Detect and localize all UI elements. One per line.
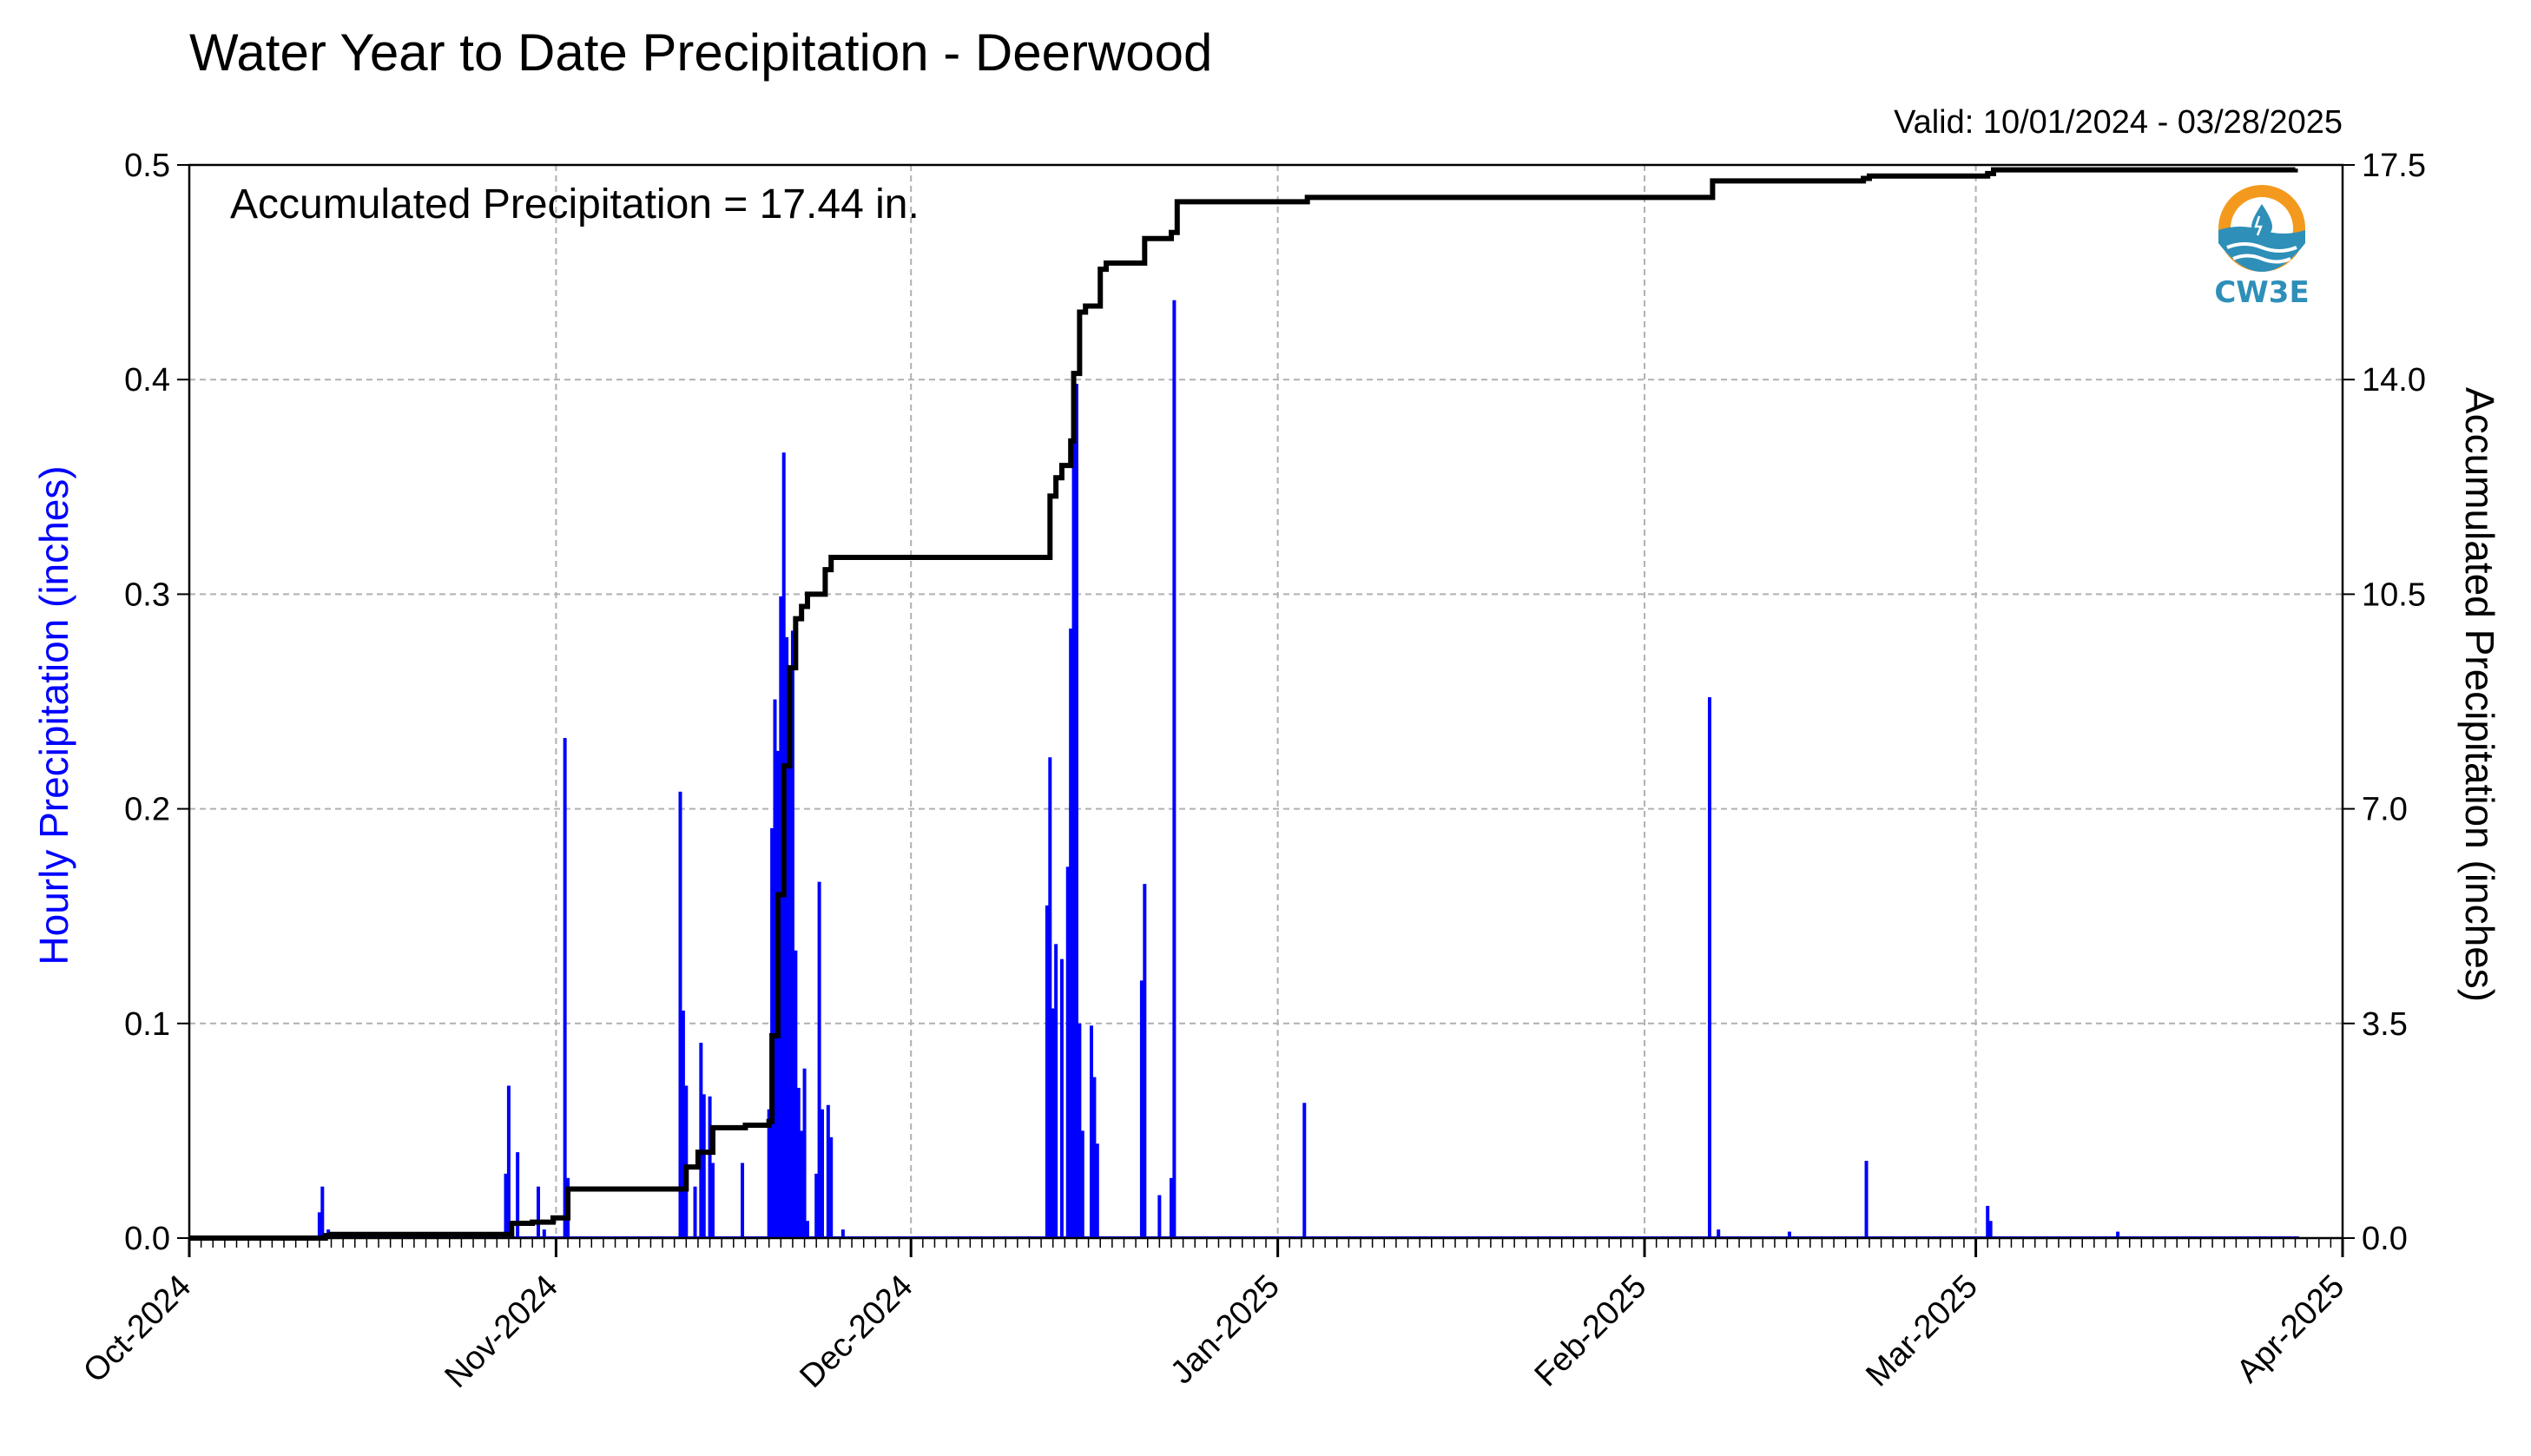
hourly-precip-bar <box>693 1186 697 1238</box>
x-tick-label: Mar-2025 <box>1859 1268 1985 1394</box>
hourly-precip-bar <box>790 630 794 1238</box>
hourly-precip-bar <box>1139 980 1144 1238</box>
hourly-precip-bar <box>1069 628 1073 1238</box>
left-y-tick-label: 0.2 <box>124 792 170 828</box>
hourly-precip-bar <box>788 735 792 1238</box>
left-y-tick-label: 0.5 <box>124 148 170 184</box>
axes: 0.0 0.1 0.2 0.3 0.4 0.5 0.0 3.5 7.0 10.5 14.0 17.5 O… <box>76 148 2426 1395</box>
hourly-precip-bar <box>1143 884 1147 1238</box>
right-y-tick-label: 3.5 <box>2362 1006 2408 1043</box>
hourly-precip-bar <box>1045 905 1049 1238</box>
hourly-precip-bar <box>840 1229 845 1238</box>
hourly-precip-bar <box>826 1104 830 1238</box>
hourly-precip-bar <box>829 1136 834 1238</box>
right-y-tick-label: 17.5 <box>2362 148 2426 184</box>
hourly-precip-bar <box>681 1010 685 1238</box>
x-tick-label: Nov-2024 <box>438 1268 565 1395</box>
hourly-precip-bar <box>1074 384 1078 1238</box>
hourly-precip-bar <box>794 950 798 1238</box>
hourly-precip-bar <box>317 1212 321 1238</box>
hourly-precip-bar <box>1864 1161 1869 1238</box>
hourly-precip-bar <box>814 1173 819 1238</box>
right-y-tick-label: 0.0 <box>2362 1221 2408 1257</box>
hourly-precip-bar <box>536 1186 540 1238</box>
left-axis-title: Hourly Precipitation (inches) <box>31 465 76 965</box>
hourly-precip-bar <box>1090 1025 1094 1238</box>
hourly-precip-bar <box>741 1163 745 1238</box>
grid-lines <box>189 165 2343 1238</box>
hourly-precip-bar <box>802 1068 807 1238</box>
hourly-precip-bar <box>699 1043 703 1238</box>
hourly-precip-bar <box>1095 1143 1099 1238</box>
hourly-precip-bar <box>1172 300 1177 1239</box>
hourly-precip-bar <box>785 636 789 1238</box>
hourly-precip-bar <box>710 1163 715 1238</box>
hourly-precip-bar <box>506 1085 511 1238</box>
hourly-precip-bar <box>542 1229 546 1238</box>
hourly-precip-bar <box>1787 1231 1791 1238</box>
hourly-precip-bar <box>800 1130 804 1238</box>
hourly-precip-bar <box>773 699 777 1238</box>
x-tick-label: Dec-2024 <box>793 1268 919 1395</box>
right-y-tick-label: 14.0 <box>2362 362 2426 399</box>
hourly-precip-bar <box>796 1087 801 1238</box>
hourly-precip-bar <box>684 1085 689 1238</box>
accumulated-total-annotation: Accumulated Precipitation = 17.44 in. <box>230 181 919 227</box>
hourly-bars <box>189 300 2299 1239</box>
hourly-precip-bar <box>805 1221 809 1238</box>
hourly-precip-bar <box>708 1096 712 1238</box>
cw3e-logo-icon <box>2218 185 2305 272</box>
hourly-precip-bar <box>1707 697 1711 1238</box>
right-axis-title: Accumulated Precipitation (inches) <box>2457 387 2502 1002</box>
plot-frame <box>188 163 2344 1240</box>
left-y-tick-label: 0.3 <box>124 576 170 613</box>
hourly-precip-bar <box>2116 1231 2120 1238</box>
hourly-precip-bar <box>1054 944 1058 1238</box>
valid-date-range: Valid: 10/01/2024 - 03/28/2025 <box>1894 104 2343 141</box>
right-y-tick-label: 10.5 <box>2362 576 2426 613</box>
hourly-precip-bar <box>821 1109 825 1238</box>
hourly-precip-bar <box>779 596 783 1238</box>
hourly-precip-bar <box>504 1173 508 1238</box>
hourly-precip-bar <box>1071 400 1076 1238</box>
left-y-tick-label: 0.4 <box>124 362 170 399</box>
hourly-precip-bar <box>1080 1130 1084 1238</box>
left-y-tick-label: 0.1 <box>124 1006 170 1043</box>
hourly-precip-bar <box>1157 1195 1162 1238</box>
x-tick-label: Feb-2025 <box>1528 1268 1654 1394</box>
hourly-precip-bar <box>1059 959 1064 1238</box>
accumulated-line-group <box>189 167 2298 1241</box>
hourly-precip-bar <box>320 1186 325 1238</box>
hourly-precip-bar <box>767 1109 771 1238</box>
hourly-precip-bar <box>516 1152 520 1238</box>
accumulated-precip-line <box>189 167 2298 1241</box>
hourly-precip-bar <box>1051 1008 1055 1238</box>
cw3e-logo-text: CW3E <box>2214 275 2310 310</box>
hourly-precip-bar <box>1092 1077 1097 1238</box>
left-y-tick-label: 0.0 <box>124 1221 170 1257</box>
x-tick-label: Apr-2025 <box>2230 1268 2351 1390</box>
x-tick-label: Oct-2024 <box>76 1268 198 1390</box>
hourly-precip-bar <box>1078 1023 1082 1238</box>
hourly-precip-bar <box>1169 1177 1173 1238</box>
hourly-precip-bar <box>770 827 774 1238</box>
hourly-precip-bar <box>1986 1205 1990 1238</box>
chart-title: Water Year to Date Precipitation - Deerw… <box>189 23 1213 82</box>
right-y-tick-label: 7.0 <box>2362 792 2408 828</box>
hourly-precip-bar <box>817 881 821 1238</box>
hourly-precip-bar <box>1988 1221 1993 1238</box>
hourly-precip-bar <box>1717 1229 1721 1238</box>
hourly-precip-bar <box>702 1094 706 1238</box>
hourly-precip-bar <box>1302 1103 1307 1238</box>
hourly-precip-bar <box>1065 866 1070 1238</box>
hourly-precip-bar <box>563 738 567 1238</box>
hourly-precip-bar <box>678 791 682 1238</box>
cw3e-logo: CW3E <box>2205 178 2318 317</box>
hourly-precip-bar <box>1048 757 1052 1238</box>
x-tick-label: Jan-2025 <box>1163 1268 1287 1392</box>
